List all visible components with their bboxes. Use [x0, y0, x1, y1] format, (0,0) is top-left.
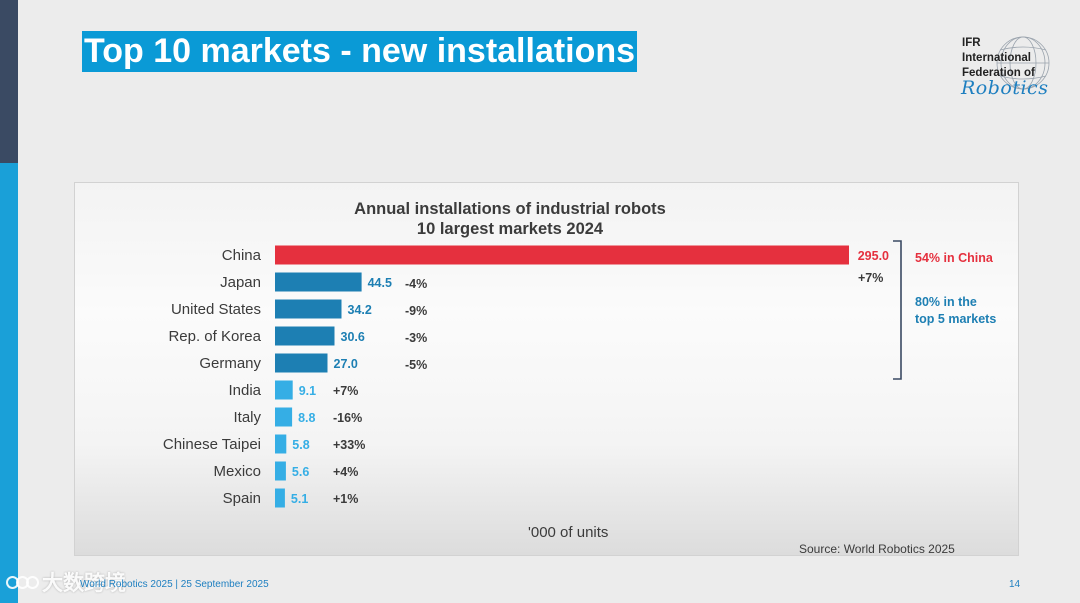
change-label: +4% — [333, 465, 358, 479]
value-label: 295.0 — [858, 249, 889, 263]
logo-line-international: International — [962, 52, 1032, 64]
chart-title-line-1: Annual installations of industrial robot… — [354, 200, 666, 218]
page-number: 14 — [1009, 579, 1021, 590]
value-label: 5.8 — [292, 438, 309, 452]
category-label: India — [228, 382, 261, 399]
change-label: +7% — [333, 384, 358, 398]
slide-title: Top 10 markets - new installations — [82, 31, 638, 72]
value-label: 27.0 — [334, 357, 358, 371]
change-label: -16% — [333, 411, 362, 425]
change-label: +33% — [333, 438, 365, 452]
value-label: 30.6 — [341, 330, 365, 344]
value-label: 34.2 — [348, 303, 372, 317]
ifr-logo: IFR International Federation of Robotics — [958, 34, 1058, 102]
change-label: -9% — [405, 304, 427, 318]
bar-chinese-taipei — [275, 434, 287, 454]
category-label: Spain — [223, 490, 261, 507]
watermark-logo-icon — [6, 575, 39, 589]
annotation-china: 54% in China — [915, 251, 994, 265]
annotation-top5-line-2: top 5 markets — [915, 312, 996, 326]
category-label: Rep. of Korea — [168, 328, 261, 345]
chart-source: Source: World Robotics 2025 — [799, 542, 955, 556]
value-label: 9.1 — [299, 384, 316, 398]
bar-china — [275, 245, 849, 265]
bar-chart: Annual installations of industrial robot… — [163, 200, 996, 556]
bar-mexico — [275, 461, 286, 481]
logo-line-ifr: IFR — [962, 37, 981, 49]
chart-title-line-2: 10 largest markets 2024 — [417, 220, 604, 238]
watermark: 大数跨境 — [6, 567, 126, 597]
value-label: 44.5 — [368, 276, 392, 290]
category-label: Japan — [220, 274, 261, 291]
globe-icon — [996, 36, 1050, 90]
footer-text: World Robotics 2025 | 25 September 2025 — [80, 579, 269, 590]
change-label: +1% — [333, 492, 358, 506]
category-label: Mexico — [213, 463, 261, 480]
value-label: 8.8 — [298, 411, 315, 425]
category-label: China — [222, 247, 262, 264]
bar-india — [275, 380, 293, 400]
logo-line-federation: Federation of — [962, 67, 1035, 79]
left-accent-bar-dark — [0, 0, 18, 163]
bar-united-states — [275, 299, 342, 319]
category-label: Italy — [233, 409, 261, 426]
watermark-text: 大数跨境 — [42, 572, 126, 595]
x-axis-label: '000 of units — [528, 524, 608, 541]
change-label: +7% — [858, 271, 883, 285]
logo-line-robotics: Robotics — [961, 77, 1049, 99]
bar-japan — [275, 272, 362, 292]
bracket — [893, 240, 902, 380]
left-accent-bar-blue — [0, 163, 18, 603]
bar-rep-of-korea — [275, 326, 335, 346]
category-label: Germany — [199, 355, 261, 372]
value-label: 5.6 — [292, 465, 309, 479]
change-label: -5% — [405, 358, 427, 372]
chart-panel: Annual installations of industrial robot… — [74, 182, 1019, 556]
annotation-top5-line-1: 80% in the — [915, 295, 977, 309]
change-label: -4% — [405, 277, 427, 291]
category-label: Chinese Taipei — [163, 436, 261, 453]
bar-italy — [275, 407, 293, 427]
change-label: -3% — [405, 331, 427, 345]
category-label: United States — [171, 301, 261, 318]
value-label: 5.1 — [291, 492, 308, 506]
bar-germany — [275, 353, 328, 373]
bar-spain — [275, 488, 285, 508]
